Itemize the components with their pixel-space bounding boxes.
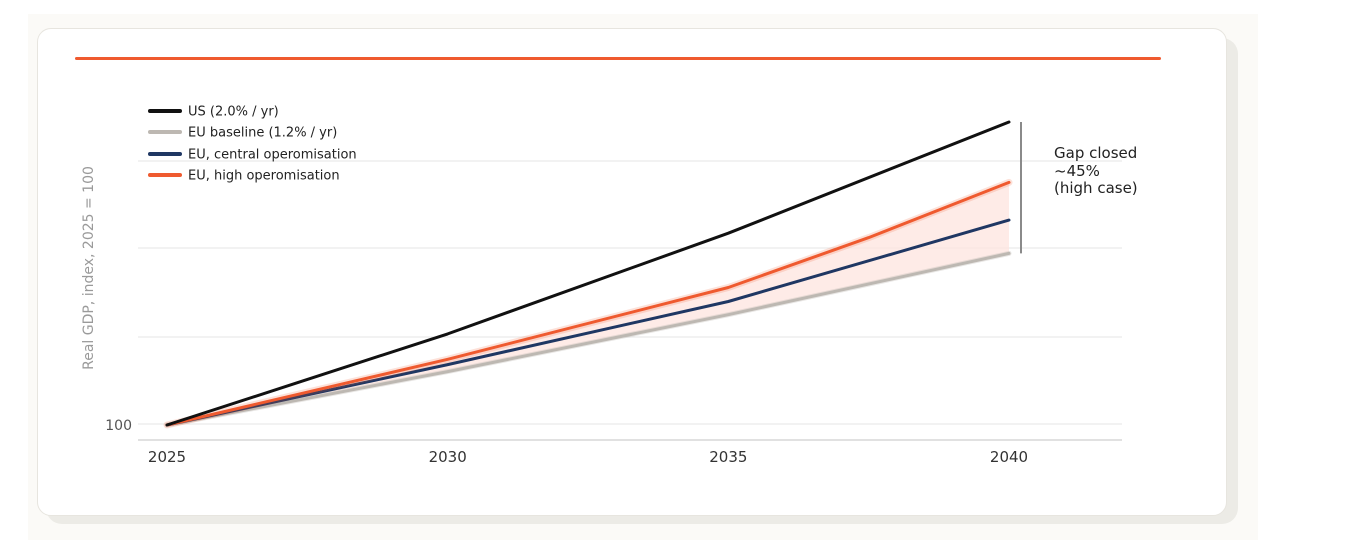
chart-card [37,28,1227,516]
accent-rule [75,57,1161,60]
scenario-band-area [167,182,1009,425]
gap-annotation-text: (high case) [1054,179,1138,197]
gap-annotation: Gap closed~45%(high case) [1020,122,1138,254]
legend-label: EU, high operomisation [188,169,340,184]
y-axis-label: Real GDP, index, 2025 = 100 [81,166,97,370]
gap-annotation-text: Gap closed [1054,144,1137,162]
legend: US (2.0% / yr) EU baseline (1.2% / yr) EU,… [148,105,357,184]
series-line-glow [163,178,1013,429]
y-tick-label: 100 [105,418,132,434]
scenario-band [167,182,1009,425]
series-line-eu-baseline [165,251,1011,427]
x-tick-label: 2040 [990,448,1028,466]
legend-label: EU baseline (1.2% / yr) [188,126,337,141]
series-line-eu-high [165,180,1011,427]
series-lines [163,120,1013,429]
x-tick-label: 2030 [429,448,467,466]
legend-label: EU, central operomisation [188,148,357,163]
series-line-eu-central [165,218,1011,427]
gap-annotation-text: ~45% [1054,162,1100,180]
x-tick-label: 2025 [148,448,186,466]
series-line-us [165,120,1011,427]
legend-label: US (2.0% / yr) [188,105,279,120]
axes: 2025 2030 2035 2040 100 Real GDP, index, 2025… [81,166,1122,466]
x-tick-label: 2035 [709,448,747,466]
